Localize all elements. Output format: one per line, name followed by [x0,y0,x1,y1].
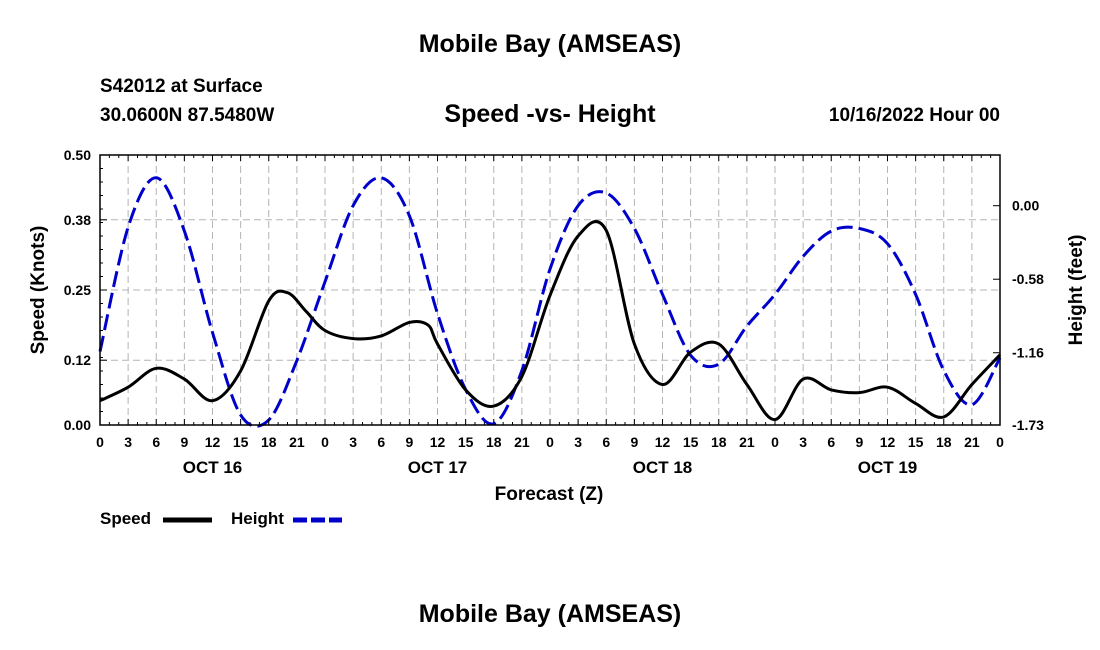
y-tick-label: 0.38 [64,212,91,228]
x-axis-label: Forecast (Z) [495,484,604,505]
x-tick-label: 6 [377,434,385,450]
x-tick-label: 6 [827,434,835,450]
grid-lines [100,155,1000,425]
day-label: OCT 18 [633,458,693,477]
x-tick-label: 21 [739,434,755,450]
x-tick-label: 0 [321,434,329,450]
series-layer [98,176,1002,428]
speed-series-line [99,220,1002,422]
x-tick-label: 3 [799,434,807,450]
y2-tick-label: -0.58 [1012,271,1044,287]
x-tick-label: 0 [96,434,104,450]
y-axis-label: Speed (Knots) [28,226,49,355]
y-tick-label: 0.25 [64,282,91,298]
x-tick-label: 12 [205,434,221,450]
x-tick-label: 12 [880,434,896,450]
height-series-line [98,176,1002,428]
forecast-datetime: 10/16/2022 Hour 00 [828,105,1000,126]
x-tick-label: 15 [908,434,924,450]
y2-tick-label: 0.00 [1012,198,1039,214]
x-tick-label: 0 [546,434,554,450]
x-tick-label: 21 [964,434,980,450]
x-tick-label: 3 [124,434,132,450]
x-tick-label: 6 [152,434,160,450]
coordinates-label: 30.0600N 87.5480W [100,105,275,126]
x-tick-label: 12 [430,434,446,450]
y-tick-label: 0.50 [64,147,91,163]
x-tick-label: 18 [936,434,952,450]
chart-title: Speed -vs- Height [444,100,656,128]
x-tick-label: 21 [289,434,305,450]
x-tick-label: 18 [711,434,727,450]
x-tick-label: 3 [574,434,582,450]
day-label: OCT 19 [858,458,918,477]
y-tick-label: 0.12 [64,352,91,368]
day-label: OCT 16 [183,458,243,477]
x-tick-label: 0 [996,434,1004,450]
y2-axis-label: Height (feet) [1066,235,1087,346]
page-title: Mobile Bay (AMSEAS) [418,30,682,58]
x-tick-label: 6 [602,434,610,450]
legend-speed-label: Speed [100,509,152,528]
x-tick-label: 9 [405,434,413,450]
x-tick-label: 15 [458,434,474,450]
x-tick-label: 15 [683,434,699,450]
day-label: OCT 17 [408,458,468,477]
station-label: S42012 at Surface [100,76,263,97]
x-tick-label: 15 [233,434,249,450]
footer-title: Mobile Bay (AMSEAS) [418,600,682,628]
x-tick-label: 0 [771,434,779,450]
x-tick-label: 3 [349,434,357,450]
y2-tick-label: -1.73 [1012,417,1044,433]
legend-height-label: Height [231,509,284,528]
x-tick-label: 9 [630,434,638,450]
y2-tick-label: -1.16 [1012,345,1044,361]
y-tick-label: 0.00 [64,417,91,433]
x-tick-label: 12 [655,434,671,450]
x-tick-label: 9 [180,434,188,450]
x-tick-label: 9 [855,434,863,450]
x-tick-label: 21 [514,434,530,450]
x-tick-label: 18 [486,434,502,450]
x-tick-label: 18 [261,434,277,450]
axes: 0 3 6 9 12 15 18 21 0 3 6 9 12 15 18 21 0 3 6 9 12 15 18 21 0 3 6 9… [64,147,1044,477]
